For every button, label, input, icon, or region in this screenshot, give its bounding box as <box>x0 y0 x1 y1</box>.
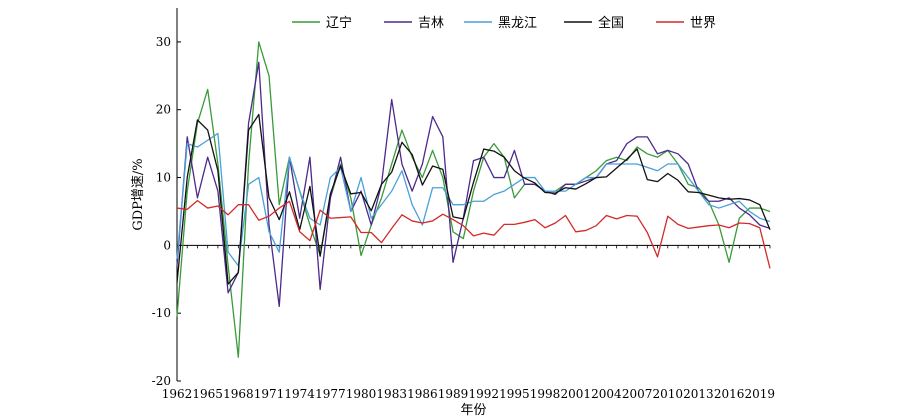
x-tick-label: 1989 <box>438 387 469 401</box>
x-tick-label: 2016 <box>714 387 745 401</box>
x-tick-label: 2010 <box>652 387 683 401</box>
x-axis-title: 年份 <box>460 403 486 418</box>
series-line-3 <box>176 132 771 267</box>
legend-label: 黑龙江 <box>498 16 537 31</box>
y-tick-label: 0 <box>163 238 171 252</box>
series-lines <box>176 41 771 358</box>
x-tick-label: 1998 <box>530 387 561 401</box>
x-tick-label: 1986 <box>407 387 438 401</box>
y-tick-label: -20 <box>152 374 171 388</box>
series-line-5 <box>176 199 771 269</box>
y-tick-label: 10 <box>156 171 171 185</box>
x-tick-label: 1974 <box>284 387 315 401</box>
y-tick-label: 20 <box>156 103 171 117</box>
legend-label: 吉林 <box>418 16 444 31</box>
legend: 辽宁 吉林 黑龙江 全国 世界 <box>292 15 716 31</box>
x-tick-label: 1980 <box>346 387 377 401</box>
x-tick-label: 2004 <box>591 387 622 401</box>
y-tick-label: 30 <box>156 35 171 49</box>
x-tick-label: 1968 <box>223 387 254 401</box>
x-tick-label: 1977 <box>315 387 346 401</box>
legend-label: 辽宁 <box>326 15 352 31</box>
x-tick-label: 1983 <box>376 387 407 401</box>
legend-label: 全国 <box>598 15 624 31</box>
x-tick-label: 1992 <box>468 387 499 401</box>
x-tick-label: 2019 <box>745 387 776 401</box>
x-tick-label: 2007 <box>622 387 653 401</box>
x-tick-label: 1962 <box>162 387 193 401</box>
series-line-1 <box>176 41 771 358</box>
series-line-2 <box>176 61 771 308</box>
x-tick-label: 1995 <box>499 387 530 401</box>
series-line-4 <box>176 113 771 285</box>
y-tick-label: -10 <box>152 306 171 320</box>
x-tick-label: 1965 <box>192 387 223 401</box>
x-tick-label: 1971 <box>254 387 285 401</box>
x-tick-label: 2001 <box>560 387 591 401</box>
x-tick-label: 2013 <box>683 387 714 401</box>
legend-label: 世界 <box>690 16 716 31</box>
y-axis-title: GDP增速/% <box>131 158 146 230</box>
